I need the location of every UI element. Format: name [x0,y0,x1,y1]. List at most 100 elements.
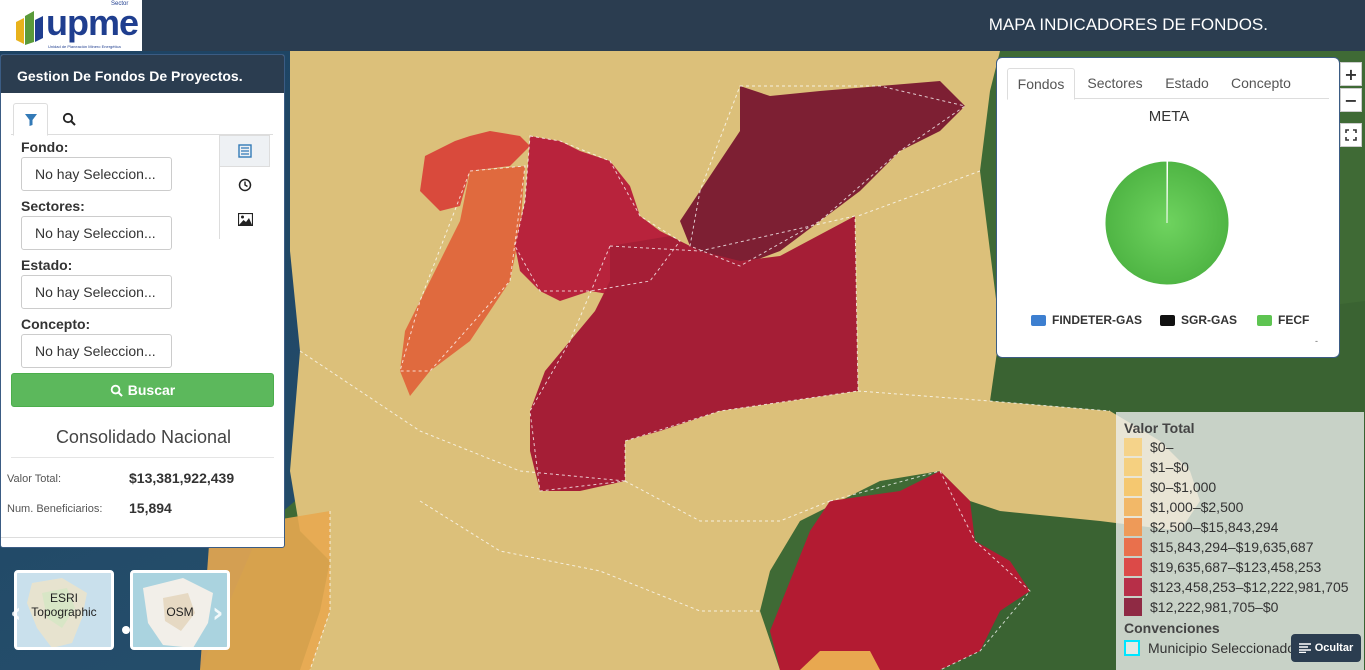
logo-mark-icon [16,11,43,45]
page-title: MAPA INDICADORES DE FONDOS. [988,15,1268,34]
basemap-label-osm: OSM [166,605,194,619]
side-tab-image[interactable] [220,203,270,235]
basemap-next-icon[interactable]: › [212,596,224,629]
legend-title: Valor Total [1124,420,1195,436]
estado-label: Estado: [21,257,73,273]
region-crimson-center[interactable] [530,216,858,491]
selected-municipality-swatch [1124,640,1140,656]
hide-legend-label: Ocultar [1314,642,1354,654]
tab-search[interactable] [51,103,86,135]
region-orange-west[interactable] [200,511,330,670]
zoom-out-button[interactable]: − [1340,88,1362,112]
chart-footer: - [1315,336,1318,346]
concepto-select[interactable]: No hay Seleccion... [21,334,172,368]
region-borders [299,85,1111,670]
region-orange[interactable] [400,166,525,396]
legend-row-label: $19,635,687–$123,458,253 [1150,559,1322,575]
summary-title: Consolidado Nacional [55,427,232,447]
logo-text: upme [46,2,139,43]
legend-swatch-findeter [1031,314,1046,326]
tab-fondos[interactable]: Fondos [1007,68,1075,100]
convention-row: Municipio Seleccionado [1124,640,1295,656]
legend-row-label: $1–$0 [1150,459,1189,475]
sectores-select[interactable]: No hay Seleccion... [21,216,172,250]
panel-title: Gestion De Fondos De Proyectos. [1,55,284,93]
tab-estado[interactable]: Estado [1165,75,1209,91]
search-button[interactable]: Buscar [11,373,274,407]
fullscreen-button[interactable] [1340,123,1362,147]
legend-row-label: $123,458,253–$12,222,981,705 [1150,579,1349,595]
list-icon [237,144,252,158]
convention-label: Municipio Seleccionado [1148,640,1296,656]
legend-swatch [1124,438,1142,456]
pie-chart[interactable] [1102,158,1232,288]
basemap-thumb-osm [133,573,227,647]
legend-swatch [1124,558,1142,576]
upme-logo[interactable]: upme Sector Unidad de Planeación Minero … [0,0,142,51]
side-tab-list[interactable] [220,135,270,167]
region-maroon[interactable] [680,81,965,266]
basemap-thumb-esri [17,573,111,647]
legend-label-findeter: FINDETER-GAS [1052,313,1142,327]
basemap-esri-topographic[interactable]: ESRI Topographic [14,570,114,650]
search-icon [110,384,123,397]
legend-swatch [1124,498,1142,516]
legend-item-sgr[interactable]: SGR-GAS [1160,313,1237,327]
basemap-osm[interactable]: OSM [130,570,230,650]
legend-swatch-sgr [1160,314,1175,326]
search-button-label: Buscar [127,382,176,398]
map-legend: Valor Total $0– $1–$0 $0–$1,000 $1,000–$… [1116,412,1364,670]
legend-row: $1,000–$2,500 [1124,498,1243,516]
fullscreen-icon [1345,129,1357,141]
legend-row-label: $1,000–$2,500 [1150,499,1244,515]
total-value: $13,381,922,439 [129,470,235,486]
legend-row: $0– [1124,438,1173,456]
app-header: upme Sector Unidad de Planeación Minero … [0,0,1365,51]
basemap-prev-icon[interactable]: ‹ [10,596,22,629]
region-red-orange[interactable] [420,131,530,211]
logo-subtitle: Unidad de Planeación Minero Energética [48,44,121,49]
tab-sectores[interactable]: Sectores [1087,75,1143,91]
legend-label-fecf: FECF [1278,313,1310,327]
legend-row: $12,222,981,705–$0 [1124,598,1278,616]
legend-row-label: $12,222,981,705–$0 [1150,599,1279,615]
legend-swatch-fecf [1257,314,1272,326]
legend-row-label: $2,500–$15,843,294 [1150,519,1279,535]
legend-swatch [1124,598,1142,616]
funds-panel: Gestion De Fondos De Proyectos. Fondo: N… [0,54,285,548]
beneficiaries-label: Num. Beneficiarios: [7,503,103,515]
pie-slice-fecf[interactable] [1104,160,1230,286]
tab-concepto[interactable]: Concepto [1231,75,1291,91]
legend-swatch [1124,578,1142,596]
beneficiaries-value: 15,894 [129,500,172,516]
chart-panel: Fondos Sectores Estado Concepto META FIN… [996,57,1340,358]
zoom-in-button[interactable]: + [1340,62,1362,86]
fondo-label: Fondo: [21,139,69,155]
legend-swatch [1124,518,1142,536]
legend-item-findeter[interactable]: FINDETER-GAS [1031,313,1142,327]
legend-item-fecf[interactable]: FECF [1257,313,1309,327]
tab-filter[interactable] [13,103,48,136]
legend-row-label: $15,843,294–$19,635,687 [1150,539,1314,555]
chart-tabs: Fondos Sectores Estado Concepto [1007,68,1329,100]
legend-swatch [1124,458,1142,476]
image-icon [237,212,253,226]
legend-row: $2,500–$15,843,294 [1124,518,1278,536]
legend-row: $1–$0 [1124,458,1189,476]
conventions-title: Convenciones [1124,620,1220,636]
legend-swatch [1124,478,1142,496]
legend-row: $19,635,687–$123,458,253 [1124,558,1321,576]
estado-select[interactable]: No hay Seleccion... [21,275,172,309]
list-lines-icon [1298,643,1311,653]
basemap-pager-dot[interactable] [122,626,130,634]
hide-legend-button[interactable]: Ocultar [1291,634,1361,662]
fondo-select[interactable]: No hay Seleccion... [21,157,172,191]
legend-row: $0–$1,000 [1124,478,1216,496]
legend-swatch [1124,538,1142,556]
region-orange-south[interactable] [800,651,880,670]
side-tab-history[interactable] [220,169,270,201]
panel-bottom-divider [1,537,284,538]
legend-row: $15,843,294–$19,635,687 [1124,538,1314,556]
filter-icon [24,113,37,126]
total-value-label: Valor Total: [7,473,62,485]
